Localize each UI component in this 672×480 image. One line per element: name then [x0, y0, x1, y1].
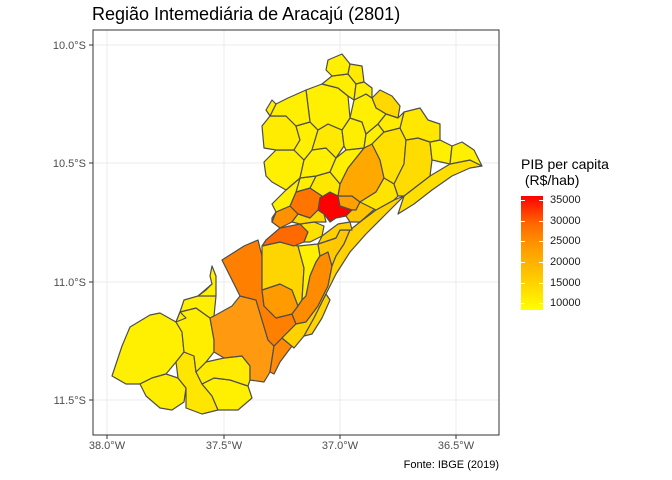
map-title: Região Intemediária de Aracajú (2801)	[92, 4, 401, 24]
legend-tick	[521, 241, 543, 242]
x-tick-label: 36.5°W	[438, 440, 475, 452]
y-tick-label: 11.0°S	[54, 277, 86, 289]
source-caption: Fonte: IBGE (2019)	[403, 459, 499, 471]
legend-label: 20000	[550, 256, 581, 268]
municipality	[271, 211, 277, 223]
x-tick-label: 38.0°W	[89, 440, 126, 452]
legend-label: 10000	[550, 297, 581, 309]
legend-label: 15000	[550, 277, 581, 289]
municipality	[345, 201, 377, 223]
municipality	[111, 312, 185, 385]
legend-title: PIB per capita (R$/hab)	[521, 156, 609, 188]
municipality	[325, 53, 351, 77]
municipality	[353, 81, 373, 101]
x-tick-label: 37.5°W	[206, 440, 243, 452]
y-tick-label: 10.5°S	[53, 158, 86, 170]
municipality	[175, 311, 187, 323]
municipality	[299, 221, 325, 243]
municipality	[281, 195, 405, 349]
axis-ticks	[89, 44, 457, 439]
municipality	[399, 107, 441, 143]
municipality	[197, 265, 217, 297]
municipality	[261, 223, 309, 247]
legend-label: 35000	[550, 194, 581, 206]
legend-tick	[521, 221, 543, 222]
legend-label: 25000	[550, 235, 581, 247]
municipality	[429, 139, 453, 165]
legend-tick	[521, 200, 543, 201]
municipality	[303, 293, 331, 337]
legend-tick	[521, 262, 543, 263]
legend-label: 30000	[550, 215, 581, 227]
municipality	[317, 221, 353, 245]
y-tick-label: 10.0°S	[53, 40, 86, 52]
legend-colorbar	[521, 196, 543, 310]
municipality	[449, 141, 483, 167]
municipality	[139, 373, 187, 411]
municipality	[291, 209, 327, 225]
municipality	[397, 159, 483, 215]
municipality	[359, 177, 399, 211]
x-tick-label: 37.0°W	[322, 440, 359, 452]
municipality	[377, 111, 405, 133]
municipalities	[111, 53, 483, 415]
municipality	[269, 89, 311, 127]
municipality	[347, 63, 365, 85]
panel-border	[92, 29, 500, 436]
y-tick-label: 11.5°S	[54, 395, 86, 407]
municipality	[265, 99, 277, 117]
legend-tick	[521, 283, 543, 284]
legend-tick	[521, 303, 543, 304]
